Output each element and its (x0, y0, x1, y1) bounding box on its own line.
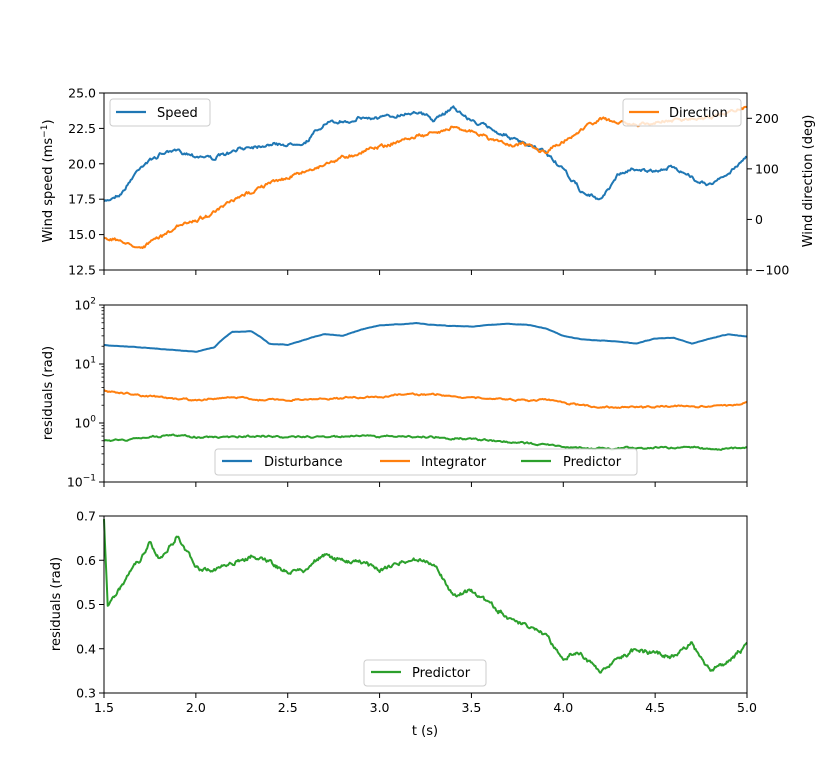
time-xtick-label: 5.0 (737, 700, 757, 715)
time-xtick-label: 2.0 (186, 700, 206, 715)
residuals-log-ytick-label: 101 (74, 356, 96, 372)
panel-predictor-lines (103, 519, 748, 674)
residuals-log-ytick-label: 100 (74, 415, 96, 431)
legend-direction-label: Direction (669, 106, 728, 121)
legend-direction-box (622, 98, 742, 127)
wind-speed-ytick-label: 22.5 (68, 121, 96, 136)
panel-residuals-log-lines (103, 322, 748, 451)
residuals-ytick-label: 0.6 (76, 553, 96, 568)
legend-residuals: Disturbance Integrator Predictor (214, 448, 638, 476)
time-xtick-label: 4.5 (645, 700, 665, 715)
panel-residuals-log-frame (103, 304, 748, 483)
panel-wind: 12.5 15.0 17.5 20.0 22.5 25.0 −100 0 100 200 Win… (40, 86, 816, 278)
time-xtick-label: 2.5 (278, 700, 298, 715)
wind-speed-ytick-label: 12.5 (68, 263, 96, 278)
wind-direction-ytick-label: 200 (755, 111, 779, 126)
time-axis-label: t (s) (412, 724, 438, 739)
residuals-ytick-label: 0.3 (76, 686, 96, 701)
panel-predictor: 0.3 0.4 0.5 0.6 0.7 1.5 2.0 2.5 3.0 3.5 4.0 4.5 5.0… (49, 509, 757, 740)
time-xtick-label: 3.0 (370, 700, 390, 715)
legend-predictor-box (363, 659, 487, 687)
direction-line (103, 105, 748, 249)
legend-speed-box (109, 98, 211, 127)
panel-residuals-log: 10−1 100 101 102 residuals (rad) Disturbanc… (41, 297, 748, 490)
legend-speed-label: Speed (157, 106, 198, 121)
panel-wind-y2ticks: −100 0 100 200 (747, 111, 789, 278)
wind-direction-ytick-label: 100 (755, 161, 779, 176)
integrator-line (103, 389, 748, 409)
panel-predictor-yticks: 0.3 0.4 0.5 0.6 0.7 (76, 509, 104, 701)
legend-predictor: Predictor (363, 659, 487, 687)
time-xtick-label: 1.5 (94, 700, 114, 715)
legend-predictor-label: Predictor (563, 455, 622, 470)
panel-residuals-log-yticks: 10−1 100 101 102 (67, 297, 104, 490)
wind-direction-ytick-label: −100 (755, 263, 789, 278)
legend-direction: Direction (622, 98, 742, 127)
legend-residuals-box (214, 448, 638, 476)
panel-wind-lines (103, 105, 748, 249)
panel-wind-yticks: 12.5 15.0 17.5 20.0 22.5 25.0 (68, 86, 104, 278)
wind-speed-ytick-label: 17.5 (68, 192, 96, 207)
panel-wind-xticks (103, 270, 748, 275)
panel-residuals-log-xticks (103, 482, 748, 487)
time-xtick-label: 3.5 (461, 700, 481, 715)
panel-predictor-xticks: 1.5 2.0 2.5 3.0 3.5 4.0 4.5 5.0 (94, 693, 757, 715)
residuals-ytick-label: 0.4 (76, 641, 96, 656)
wind-direction-ytick-label: 0 (755, 212, 763, 227)
legend-integrator-label: Integrator (421, 455, 487, 470)
predictor-line (103, 519, 748, 674)
legend-predictor-only-label: Predictor (412, 666, 471, 681)
residuals-log-ytick-label: 10−1 (67, 474, 96, 490)
residuals-log-axis-label: residuals (rad) (41, 346, 56, 440)
time-xtick-label: 4.0 (553, 700, 573, 715)
wind-speed-axis-label: Wind speed (ms−1) (40, 119, 56, 242)
panel-wind-frame (103, 92, 748, 271)
residuals-axis-label: residuals (rad) (49, 557, 64, 651)
residuals-ytick-label: 0.5 (76, 597, 96, 612)
predictor-log-line (103, 433, 748, 451)
legend-speed: Speed (109, 98, 211, 127)
residuals-ytick-label: 0.7 (76, 509, 96, 524)
wind-speed-ytick-label: 20.0 (68, 156, 96, 171)
wind-speed-ytick-label: 25.0 (68, 86, 96, 101)
residuals-log-ytick-label: 102 (74, 297, 96, 313)
speed-line (103, 105, 748, 202)
wind-speed-ytick-label: 15.0 (68, 227, 96, 242)
disturbance-line (103, 322, 748, 353)
wind-direction-axis-label: Wind direction (deg) (801, 115, 816, 248)
legend-disturbance-label: Disturbance (264, 455, 343, 470)
